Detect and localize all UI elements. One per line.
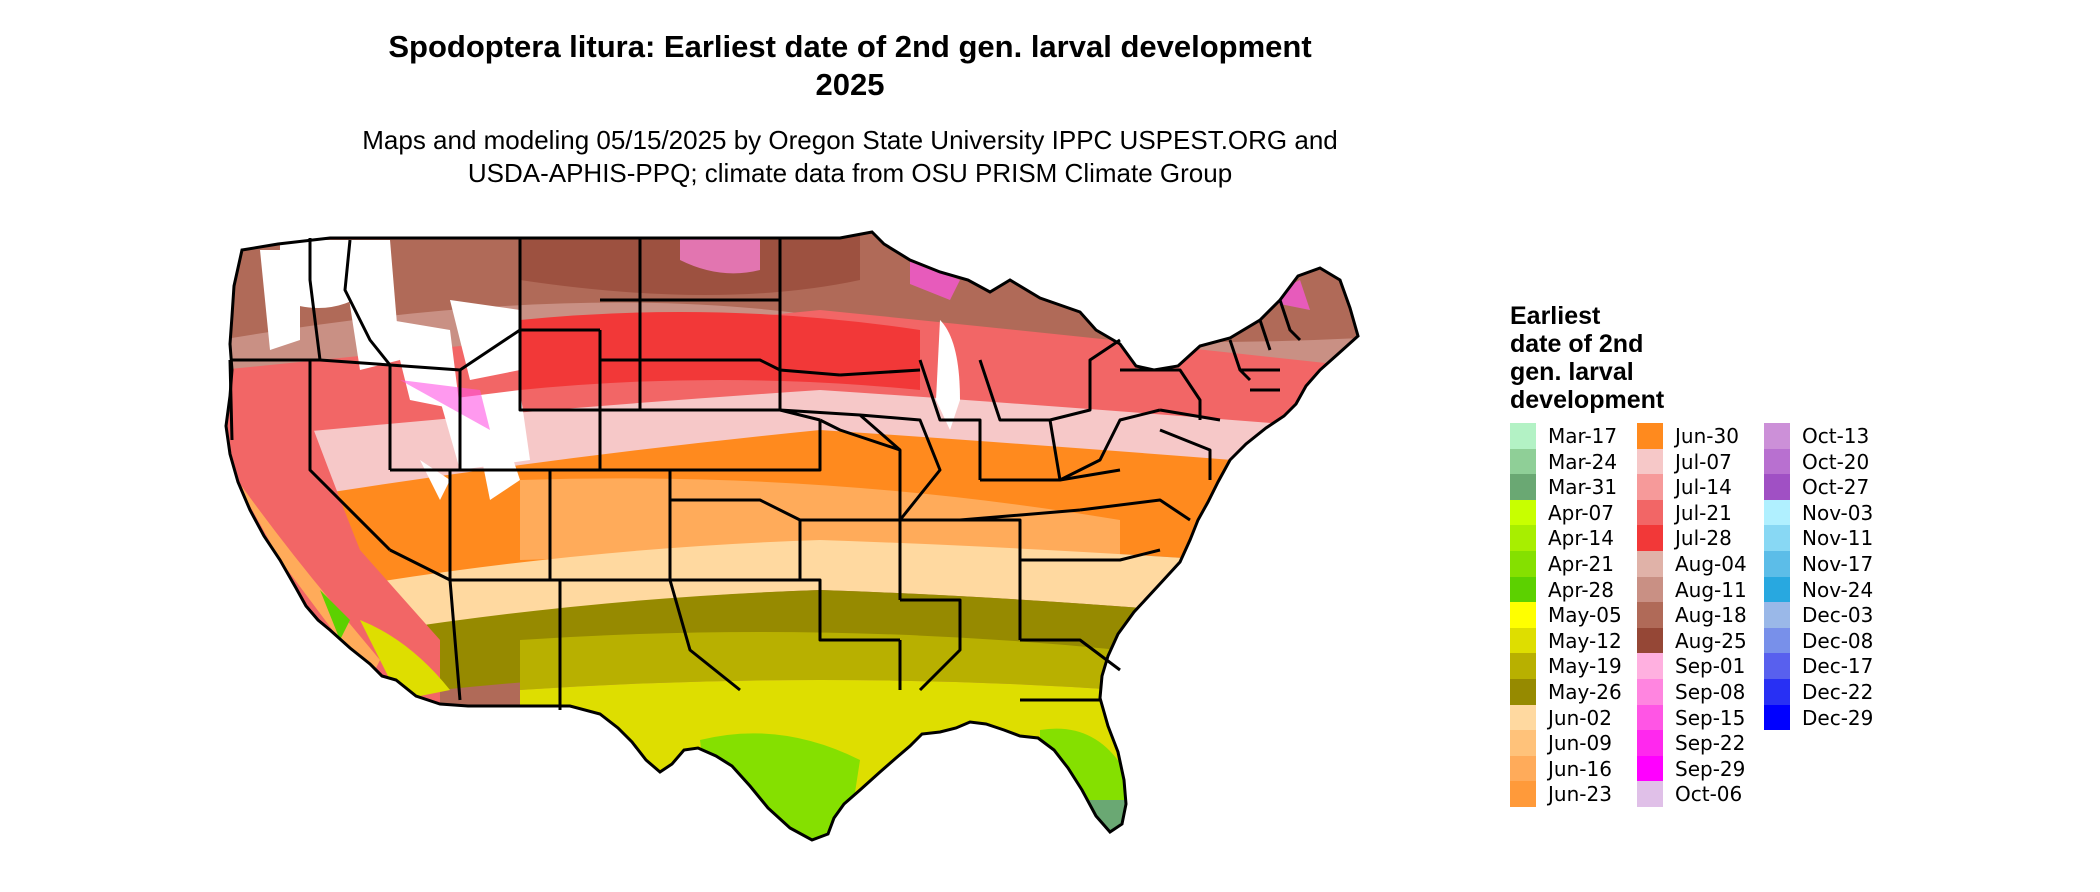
legend-label: Oct-13 [1802,424,1870,448]
legend-swatch [1764,602,1790,628]
legend-swatch [1510,730,1536,756]
legend-swatch [1510,755,1536,782]
legend-label: Dec-29 [1802,705,1874,730]
legend-swatch [1510,525,1536,551]
legend-label: Sep-01 [1675,654,1746,679]
map-subtitle-line1: Maps and modeling 05/15/2025 by Oregon S… [362,125,1338,155]
legend-swatch [1637,499,1663,526]
legend-swatch [1637,653,1663,679]
legend-label: Sep-08 [1675,679,1746,704]
legend-swatch [1510,423,1536,449]
legend-label: Aug-04 [1675,551,1747,576]
legend-swatch [1637,704,1663,731]
legend-swatch [1510,678,1536,705]
legend-swatch [1764,474,1790,500]
legend-title-line: development [1510,386,1665,414]
legend-swatch [1764,499,1790,526]
legend-swatch [1637,474,1663,500]
legend-label: Apr-07 [1548,500,1614,525]
legend-label: Nov-17 [1802,551,1874,576]
legend-label: Dec-03 [1802,603,1874,628]
legend-label: Mar-17 [1548,424,1618,448]
legend-label: May-19 [1548,654,1622,679]
legend-label: Oct-06 [1675,782,1743,807]
legend-label: Dec-22 [1802,679,1874,704]
legend-title-line: gen. larval [1510,358,1634,386]
legend-label: Jun-16 [1548,756,1612,781]
legend-title: Earliest date of 2nd gen. larval develop… [1510,302,1730,414]
legend-label: Jun-30 [1675,424,1739,448]
legend-swatch [1637,627,1663,654]
legend-swatch [1510,704,1536,731]
legend-swatch [1764,704,1790,731]
legend-swatch [1637,781,1663,807]
legend-label: Apr-28 [1548,577,1614,602]
legend-swatch [1637,423,1663,449]
legend-label: Jun-23 [1548,782,1612,807]
legend-swatch [1510,627,1536,654]
legend-swatch [1510,448,1536,475]
legend-swatch [1637,448,1663,475]
legend-swatch [1510,653,1536,679]
legend-swatch [1510,499,1536,526]
legend-label: Dec-08 [1802,628,1874,653]
legend-label: Nov-24 [1802,577,1874,602]
legend-label: Aug-25 [1675,628,1747,653]
map-title-line1: Spodoptera litura: Earliest date of 2nd … [388,29,1312,64]
legend-label: Apr-14 [1548,526,1614,551]
legend-label: Aug-18 [1675,603,1747,628]
legend-swatch [1510,602,1536,628]
map-title-line2: 2025 [815,67,885,102]
legend-label: Dec-17 [1802,654,1874,679]
legend-label: May-26 [1548,679,1622,704]
legend-swatch [1764,653,1790,679]
legend-label: Sep-15 [1675,705,1746,730]
legend-label: Jun-09 [1548,731,1612,756]
legend-swatch [1764,678,1790,705]
legend-swatch [1637,525,1663,551]
legend-label: May-12 [1548,628,1622,653]
legend-label: Nov-11 [1802,526,1874,551]
legend-swatch [1637,602,1663,628]
legend-label: Jul-28 [1675,526,1732,551]
legend-label: Jul-07 [1675,449,1732,474]
legend-swatch [1764,525,1790,551]
legend-swatch [1764,423,1790,449]
legend-swatch [1637,730,1663,756]
legend-swatch [1510,474,1536,500]
legend-swatch [1764,550,1790,577]
legend-label: Sep-22 [1675,731,1746,756]
legend-label: Apr-21 [1548,551,1614,576]
legend-label: May-05 [1548,603,1622,628]
legend-label: Aug-11 [1675,577,1747,602]
map-subtitle-line2: USDA-APHIS-PPQ; climate data from OSU PR… [467,158,1233,188]
legend-swatch [1637,576,1663,603]
legend-label: Sep-29 [1675,756,1746,781]
legend-label: Jul-21 [1675,500,1732,525]
legend-title-line: date of 2nd [1510,330,1644,358]
us-map [224,230,1360,842]
legend-swatch [1510,576,1536,603]
legend-label: Mar-31 [1548,475,1618,500]
legend-label: Jun-02 [1548,705,1612,730]
legend-swatch [1637,678,1663,705]
legend-label: Oct-20 [1802,449,1870,474]
legend-label: Nov-03 [1802,500,1874,525]
legend-swatch [1510,550,1536,577]
legend-swatch [1764,627,1790,654]
legend-label: Oct-27 [1802,475,1870,500]
legend-swatch [1764,576,1790,603]
legend-label: Jul-14 [1675,475,1732,500]
legend-label: Mar-24 [1548,449,1618,474]
legend-swatch [1637,550,1663,577]
legend-title-line: Earliest [1510,302,1601,330]
legend-swatch [1510,781,1536,807]
legend-swatch [1637,755,1663,782]
legend-swatch [1764,448,1790,475]
